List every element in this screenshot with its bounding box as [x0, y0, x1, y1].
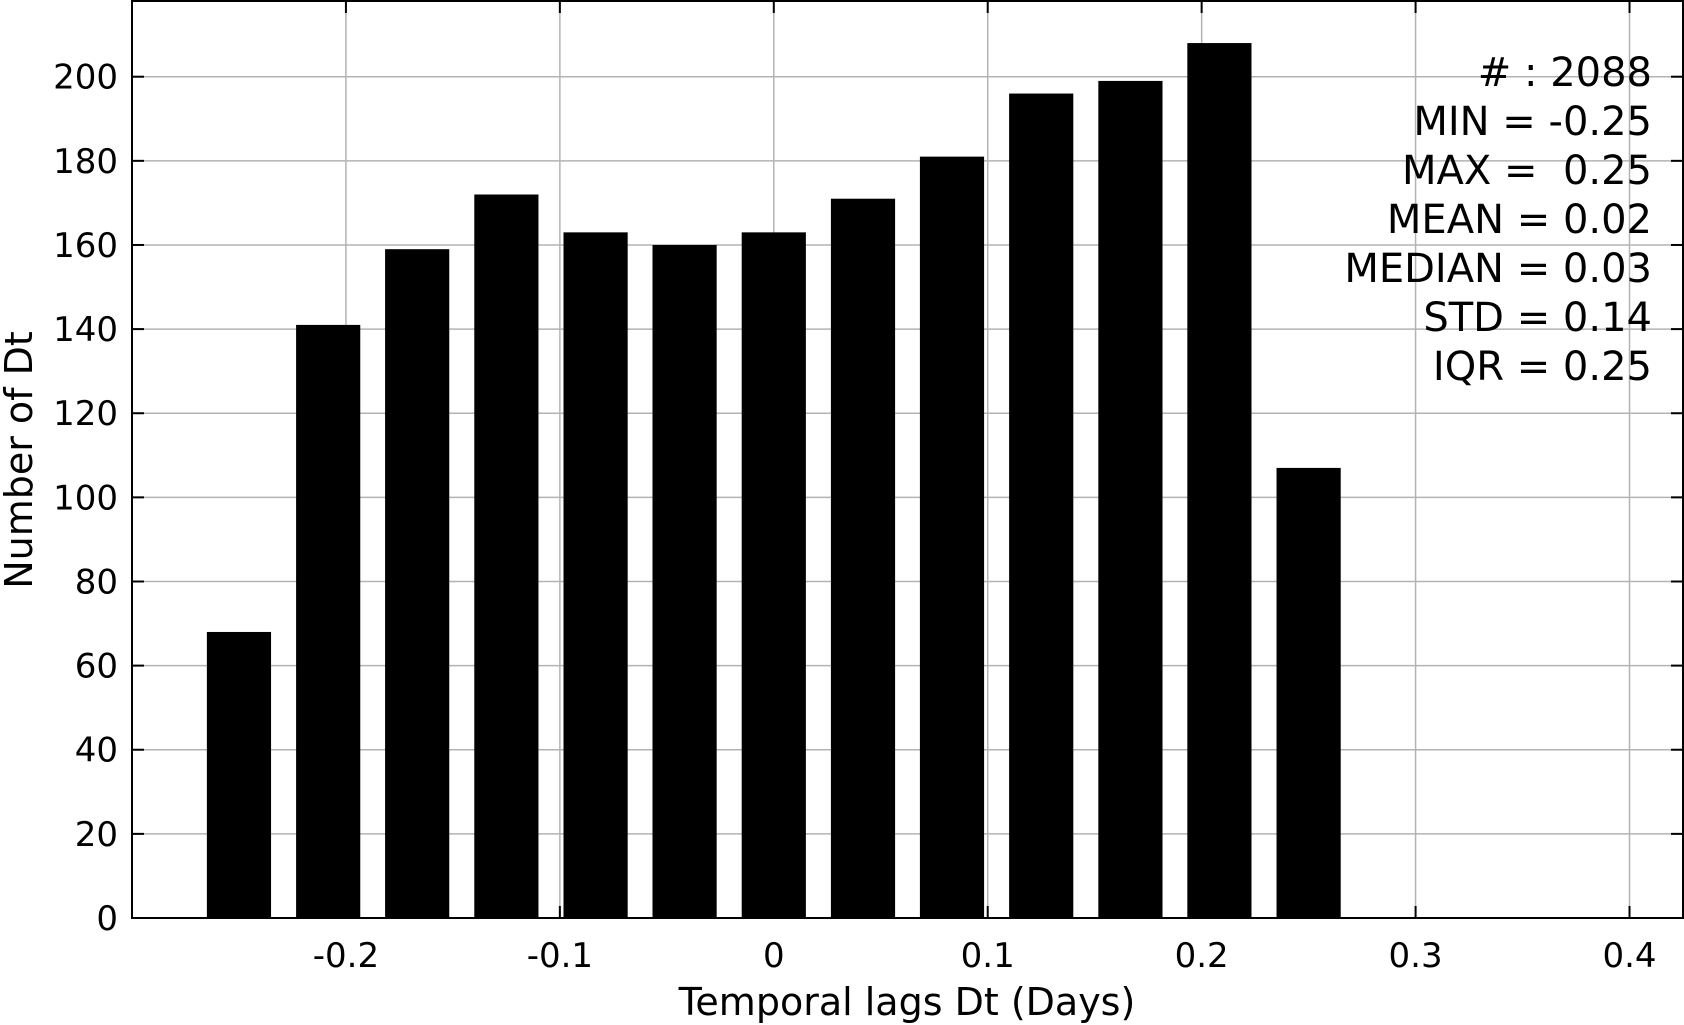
x-tick-label: -0.2	[313, 936, 379, 976]
x-tick-label: 0.4	[1602, 936, 1656, 976]
plot-frame	[131, 0, 1684, 919]
stat-line: STD = 0.14	[1423, 295, 1652, 341]
histogram-bar	[741, 232, 806, 918]
y-tick-label: 20	[75, 815, 118, 855]
x-tick-labels: -0.2 -0.1 0 0.1 0.2 0.3 0.4	[313, 936, 1657, 976]
y-tick-label: 100	[53, 478, 118, 518]
histogram-bar	[1098, 80, 1163, 919]
x-tick-label: -0.1	[527, 936, 593, 976]
histogram-bar	[1276, 467, 1341, 918]
bar-series	[206, 43, 1341, 919]
y-tick-label: 200	[53, 58, 118, 98]
axis-ticks	[132, 1, 1683, 919]
x-tick-label: 0.3	[1389, 936, 1443, 976]
y-tick-label: 160	[53, 226, 118, 266]
histogram-bar	[385, 249, 450, 918]
histogram-bar	[1187, 43, 1252, 919]
y-tick-label: 140	[53, 310, 118, 350]
y-tick-label: 180	[53, 142, 118, 182]
x-axis-label: Temporal lags Dt (Days)	[678, 980, 1136, 1024]
x-tick-label: 0.1	[961, 936, 1015, 976]
y-tick-label: 0	[96, 899, 118, 939]
y-tick-label: 60	[75, 647, 118, 687]
stat-line: MEAN = 0.02	[1387, 197, 1652, 243]
y-tick-label: 120	[53, 394, 118, 434]
histogram-bar	[1009, 93, 1074, 919]
stat-line: # : 2088	[1478, 50, 1652, 96]
stat-line: MIN = -0.25	[1413, 99, 1652, 145]
histogram-bar	[296, 324, 361, 918]
x-tick-label: 0.2	[1175, 936, 1229, 976]
histogram-bar	[830, 198, 896, 918]
histogram-bar	[206, 631, 272, 918]
histogram-bar	[652, 244, 717, 918]
histogram-bar	[563, 232, 628, 918]
stat-line: MEDIAN = 0.03	[1344, 246, 1652, 292]
stat-line: IQR = 0.25	[1433, 344, 1652, 390]
histogram-bar	[474, 194, 539, 918]
y-tick-label: 80	[75, 562, 118, 602]
histogram-bar	[919, 156, 985, 918]
y-tick-label: 40	[75, 731, 118, 771]
y-axis-label: Number of Dt	[0, 331, 41, 589]
y-tick-labels: 0 20 40 60 80 100 120 140 160 180 200	[53, 58, 118, 939]
x-tick-label: 0	[763, 936, 785, 976]
stat-line: MAX = 0.25	[1402, 148, 1652, 194]
